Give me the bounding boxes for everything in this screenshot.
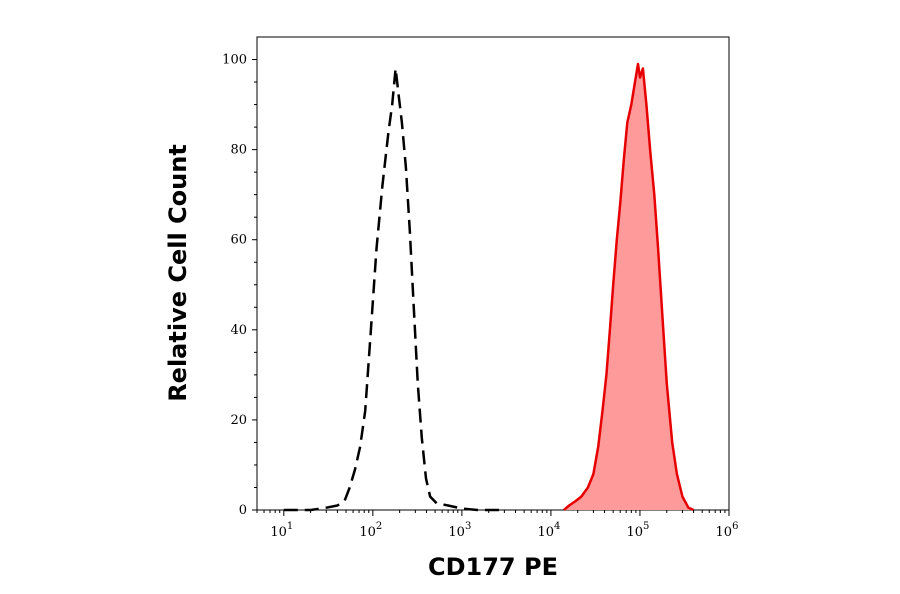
x-tick-label-5: 106 bbox=[716, 521, 739, 540]
series-1-line bbox=[563, 62, 695, 512]
x-tick-label-3: 104 bbox=[537, 521, 560, 540]
x-axis-title: CD177 PE bbox=[428, 553, 558, 581]
y-tick-label-5: 100 bbox=[222, 53, 247, 68]
y-tick-label-2: 40 bbox=[230, 323, 247, 338]
y-tick-label-1: 20 bbox=[230, 413, 247, 428]
y-axis-title: Relative Cell Count bbox=[164, 144, 192, 402]
series-layer bbox=[283, 62, 695, 512]
x-tick-label-4: 105 bbox=[626, 521, 649, 540]
x-tick-label-0: 101 bbox=[270, 521, 293, 540]
axis-layer: 0 20 40 60 80 100 101 102 103 104 105 106 bbox=[222, 53, 738, 540]
x-tick-label-2: 103 bbox=[448, 521, 471, 540]
y-tick-label-3: 60 bbox=[230, 233, 247, 248]
series-1-area bbox=[563, 64, 694, 510]
series-0-line bbox=[283, 67, 505, 512]
y-tick-label-0: 0 bbox=[239, 503, 247, 518]
x-tick-label-1: 102 bbox=[359, 521, 382, 540]
y-tick-label-4: 80 bbox=[230, 143, 247, 158]
